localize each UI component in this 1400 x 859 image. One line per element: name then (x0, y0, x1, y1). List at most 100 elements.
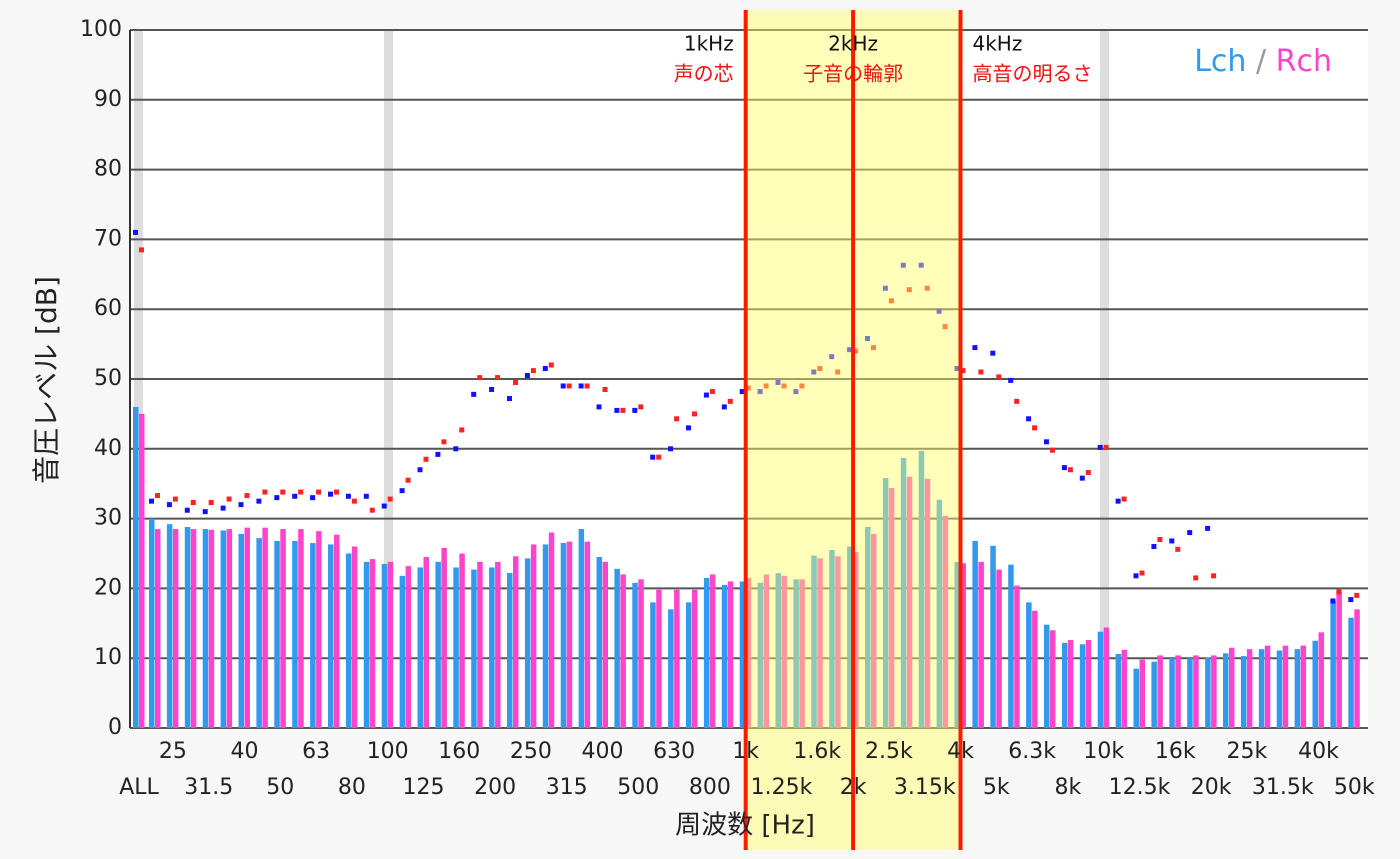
dot (745, 385, 751, 391)
dot (1169, 538, 1175, 544)
x-tick-label: 80 (338, 775, 366, 800)
bar (441, 547, 447, 728)
bar (423, 556, 429, 728)
bar (1067, 640, 1074, 728)
dot (244, 493, 250, 499)
x-tick-label: 40k (1298, 739, 1339, 764)
dot (578, 383, 584, 389)
bar (190, 529, 197, 728)
x-tick-label: 31.5k (1252, 775, 1314, 800)
bar (298, 529, 304, 728)
x-axis-title: 周波数 [Hz] (675, 811, 815, 841)
bar (1139, 659, 1145, 728)
bar (133, 406, 139, 728)
x-tick-label: 2k (840, 775, 867, 800)
bar (548, 532, 555, 728)
bar (435, 561, 441, 728)
dot (865, 336, 870, 342)
bar (996, 569, 1002, 728)
bar (799, 579, 805, 728)
dot (190, 500, 196, 506)
bar (739, 581, 746, 728)
bar (650, 602, 656, 728)
bar (1061, 642, 1068, 728)
dot (1211, 573, 1217, 579)
bar (584, 541, 591, 728)
dot (542, 366, 548, 372)
dot (1157, 537, 1163, 543)
dot (292, 493, 298, 499)
bar (1193, 655, 1199, 728)
bar (960, 563, 966, 728)
y-tick-label: 20 (94, 575, 122, 600)
x-tick-label: 16k (1155, 739, 1196, 764)
dot (602, 386, 608, 392)
bar (614, 568, 620, 728)
bar (351, 546, 358, 728)
dot (686, 425, 691, 431)
bar (1300, 645, 1307, 728)
bar (871, 533, 877, 728)
y-tick-label: 40 (94, 436, 122, 461)
bar (1103, 627, 1110, 728)
dot (149, 498, 154, 504)
bar (1246, 649, 1253, 728)
x-tick-label: 125 (403, 775, 445, 800)
dot (900, 262, 906, 268)
x-tick-label: 500 (617, 775, 659, 800)
x-tick-label: 200 (474, 775, 516, 800)
bar (363, 561, 370, 728)
bar (1276, 650, 1283, 728)
bar (1240, 656, 1247, 728)
marks (133, 229, 1360, 728)
bar (381, 563, 388, 728)
bar (387, 561, 394, 728)
bar (972, 540, 978, 728)
dot (1008, 377, 1014, 383)
bar (542, 544, 549, 728)
bar (328, 544, 334, 728)
x-tick-label: 160 (438, 739, 480, 764)
x-tick-label: 100 (367, 739, 409, 764)
dot (638, 404, 644, 410)
dot (906, 287, 912, 293)
dot (674, 416, 680, 422)
dot (960, 368, 966, 374)
dot (1151, 544, 1157, 550)
x-tick-label: 25 (159, 739, 187, 764)
dot (310, 495, 316, 501)
bar (507, 573, 513, 728)
bar (399, 575, 406, 728)
dot (817, 366, 823, 372)
dot (835, 369, 841, 375)
dot (596, 404, 602, 410)
dot (226, 496, 232, 502)
bar (1121, 649, 1128, 728)
x-tick-label: 3.15k (894, 775, 956, 800)
x-tick-label: 2.5k (865, 739, 913, 764)
bar (238, 533, 244, 728)
dot (990, 350, 996, 356)
dot (721, 404, 727, 410)
y-tick-label: 50 (94, 366, 122, 391)
dot (334, 489, 339, 495)
bar (721, 584, 728, 728)
bar (924, 478, 931, 728)
bar (853, 552, 859, 728)
bar (1294, 649, 1301, 728)
x-tick-label: 5k (983, 775, 1010, 800)
dot (459, 427, 465, 433)
dot (566, 383, 572, 389)
dot (423, 456, 429, 462)
dot (1336, 589, 1342, 595)
dot (220, 505, 226, 511)
dot (650, 454, 656, 460)
bar (1157, 655, 1163, 728)
dot (668, 446, 674, 452)
dot (405, 477, 411, 483)
dot (763, 383, 769, 389)
x-tick-label: 10k (1083, 739, 1124, 764)
dot (692, 411, 697, 417)
dot (208, 500, 214, 506)
dot (1061, 465, 1067, 471)
